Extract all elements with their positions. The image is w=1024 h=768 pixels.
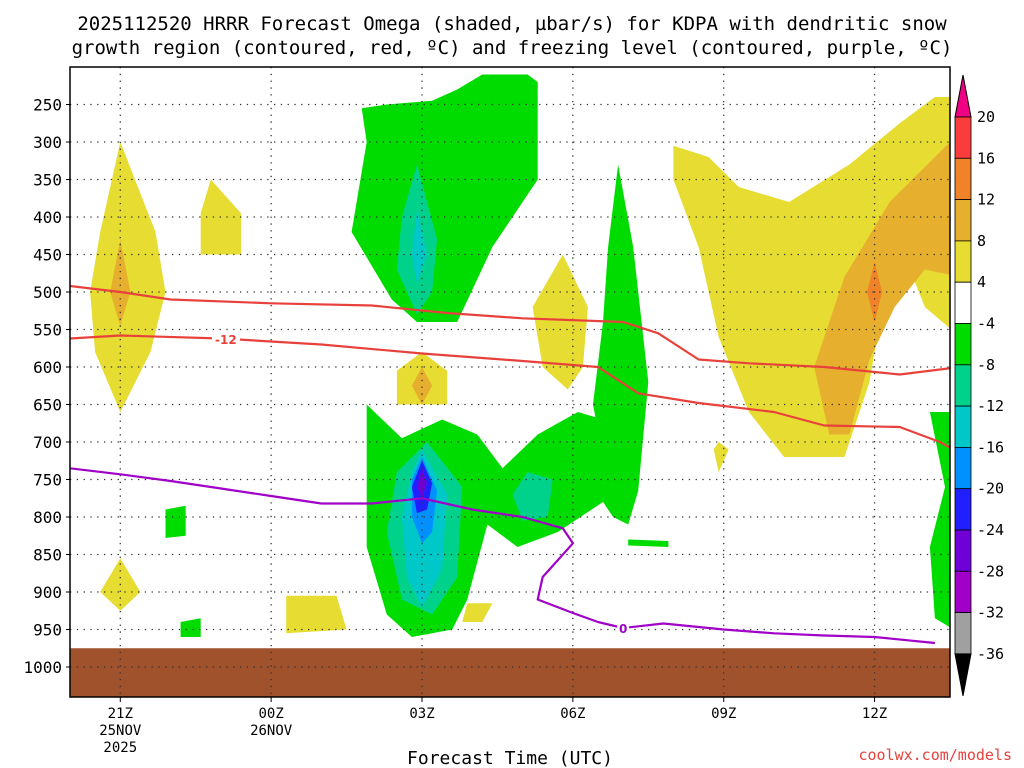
y-tick-label: 450 [33, 246, 62, 265]
omega-region [462, 603, 493, 622]
omega-region [814, 142, 950, 435]
credit-text: coolwx.com/models [858, 746, 1012, 764]
y-tick-label: 1000 [23, 658, 62, 677]
x-tick-label: 09Z [711, 706, 736, 722]
omega-region [713, 442, 729, 472]
colorbar-segment [954, 446, 972, 490]
colorbar-label: 12 [977, 191, 995, 209]
y-tick-label: 300 [33, 133, 62, 152]
omega-region [512, 472, 553, 521]
omega-region [929, 412, 950, 628]
colorbar-segment [954, 199, 972, 242]
colorbar-segment [954, 612, 972, 655]
colorbar-segment [954, 488, 972, 531]
colorbar-segment [954, 364, 972, 407]
omega-region [532, 254, 588, 390]
contour-label: 0 [619, 622, 627, 636]
contour-label-bg [617, 621, 630, 635]
y-tick-label: 400 [33, 208, 62, 227]
colorbar-label: -20 [977, 480, 1004, 498]
colorbar-label: -12 [977, 397, 1004, 415]
chart-title-line-1: 2025112520 HRRR Forecast Omega (shaded, … [77, 13, 947, 35]
y-tick-label: 700 [33, 433, 62, 452]
x-tick-label: 2025 [103, 740, 137, 756]
x-axis-label: Forecast Time (UTC) [407, 748, 613, 768]
colorbar-label: -24 [977, 521, 1004, 539]
contour-line [70, 467, 936, 645]
temperature-contours: -12 0 [70, 284, 950, 645]
colorbar-label: 16 [977, 149, 995, 167]
plot-frame [69, 66, 951, 698]
omega-shaded-regions [90, 74, 950, 637]
colorbar-bottom-arrow [954, 653, 972, 696]
omega-region [165, 505, 186, 538]
y-tick-label: 750 [33, 471, 62, 490]
x-tick-label: 21Z [108, 706, 133, 722]
x-tick-label: 12Z [862, 706, 887, 722]
colorbar-label: 4 [977, 273, 986, 291]
chart-title-line-2: growth region (contoured, red, ºC) and f… [72, 37, 953, 59]
omega-region [417, 468, 427, 499]
y-tick-label: 350 [33, 171, 62, 190]
y-tick-label: 550 [33, 321, 62, 340]
y-tick-label: 250 [33, 96, 62, 115]
ground-below-surface [70, 648, 950, 697]
contour-label-bg [211, 331, 240, 346]
y-tick-label: 600 [33, 358, 62, 377]
y-tick-label: 500 [33, 283, 62, 302]
omega-region [411, 209, 427, 285]
x-tick-label: 00Z [258, 706, 283, 722]
y-tick-label: 800 [33, 508, 62, 527]
y-tick-label: 650 [33, 396, 62, 415]
omega-region [673, 97, 950, 457]
y-axis-ticks: 250 300 350 400 450 500 550 600 650 700 750 800 850 9… [23, 96, 70, 677]
x-tick-label: 26NOV [250, 723, 293, 739]
omega-region [628, 539, 669, 547]
colorbar-label: 20 [977, 108, 995, 126]
colorbar-segment [954, 529, 972, 572]
contour-line [70, 284, 950, 376]
y-tick-label: 850 [33, 546, 62, 565]
x-tick-label: 06Z [560, 706, 585, 722]
colorbar-label: 8 [977, 232, 986, 250]
x-tick-label: 25NOV [99, 723, 142, 739]
omega-region [110, 239, 131, 326]
colorbar-label: -28 [977, 562, 1004, 580]
y-tick-label: 950 [33, 621, 62, 640]
colorbar-label: -4 [977, 315, 995, 333]
omega-region [180, 618, 201, 637]
contour-label: -12 [215, 333, 237, 347]
colorbar-segment [954, 405, 972, 448]
colorbar-segment [954, 240, 972, 283]
omega-region [411, 367, 433, 405]
colorbar-label: -32 [977, 604, 1004, 622]
omega-region [286, 595, 347, 634]
colorbar-segment [954, 157, 972, 201]
colorbar-label: -36 [977, 645, 1004, 663]
x-tick-label: 03Z [409, 706, 434, 722]
colorbar: -36 -32 -28 -24 -20 -16 -12 -8 -4 4 8 12 16 20 [954, 74, 1004, 696]
y-tick-label: 900 [33, 583, 62, 602]
colorbar-segment [954, 570, 972, 613]
colorbar-label: -8 [977, 356, 995, 374]
colorbar-top-arrow [954, 74, 972, 118]
colorbar-segment [954, 116, 972, 159]
omega-region [90, 142, 166, 412]
colorbar-label: -16 [977, 438, 1004, 456]
colorbar-segment [954, 323, 972, 366]
colorbar-segment [954, 281, 972, 324]
omega-region [351, 74, 538, 322]
